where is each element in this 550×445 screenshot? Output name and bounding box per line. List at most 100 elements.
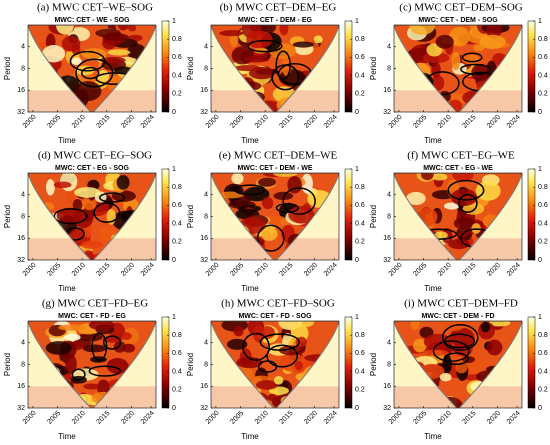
y-tick-label: 16 (383, 383, 391, 390)
heatmap (28, 173, 156, 260)
heatmap (211, 173, 339, 260)
contour (102, 335, 122, 350)
colorbar-tick-label: 0.2 (538, 239, 548, 246)
heat-blob (294, 361, 303, 371)
colorbar-tick-label: 0.2 (172, 91, 182, 98)
panel-title: (h) MWC CET–FD–SOG (221, 298, 335, 310)
y-tick-label: 16 (383, 87, 391, 94)
y-tick-label: 16 (200, 383, 208, 390)
y-tick-label: 32 (383, 109, 391, 116)
contour (257, 360, 278, 373)
heat-blob (273, 376, 284, 385)
heat-blob (127, 25, 137, 32)
contour (259, 333, 300, 351)
y-tick-label: 4 (21, 340, 25, 347)
colorbar-tick-label: 0.2 (355, 239, 365, 246)
y-axis-label: Period (369, 57, 378, 80)
heat-blob (449, 26, 470, 47)
panel: (b) MWC CET–DEM–EG MWC: CET - DEM - EG 4 8 1… (186, 2, 365, 146)
x-tick-label: 2005 (412, 262, 428, 278)
x-tick-label: 2005 (229, 114, 245, 130)
heat-blob (449, 327, 475, 348)
colorbar-tick-label: 0.6 (355, 202, 365, 209)
heat-blob (61, 35, 81, 52)
cone-of-influence (394, 173, 522, 260)
colorbar-tick-label: 1 (172, 166, 176, 173)
heat-blob (413, 338, 427, 353)
colorbar-tick-label: 1 (172, 18, 176, 25)
cone-of-influence (28, 173, 156, 260)
x-tick-label: 2020 (486, 114, 502, 130)
colorbar-tick-label: 0.8 (538, 184, 548, 191)
panel: (i) MWC CET–DEM–FD MWC: CET - DEM - FD 4 8 1… (369, 298, 548, 442)
heat-blob (88, 321, 115, 331)
x-tick-label: 2005 (46, 262, 62, 278)
x-tick-label: 2000 (22, 410, 38, 426)
x-axis-label: Time (424, 136, 442, 145)
y-tick-label: 8 (204, 361, 208, 368)
panel-title: (g) MWC CET–FD–EG (42, 298, 148, 310)
colorbar-tick-label: 1 (538, 18, 542, 25)
x-tick-label: 2010 (71, 410, 87, 426)
colorbar-tick-label: 0.4 (538, 72, 548, 79)
y-tick-label: 8 (387, 361, 391, 368)
colorbar-tick-label: 0.6 (172, 54, 182, 61)
heat-blob (243, 55, 269, 63)
x-tick-label: 2000 (205, 410, 221, 426)
heatmap (211, 25, 339, 112)
colorbar-tick-label: 0.6 (355, 350, 365, 357)
contour (458, 193, 478, 213)
heat-blob (258, 177, 277, 187)
x-tick-label: 2015 (96, 410, 112, 426)
x-tick-label: 2024 (140, 262, 156, 278)
cone-of-influence (394, 321, 522, 408)
heat-blob (113, 341, 126, 353)
colorbar (161, 316, 170, 409)
heat-blob (246, 30, 273, 49)
x-tick-label: 2024 (506, 114, 522, 130)
x-tick-label: 2000 (388, 114, 404, 130)
colorbar-tick-label: 0.2 (355, 387, 365, 394)
heat-blob (72, 199, 83, 212)
heat-blob (116, 174, 130, 190)
heat-blob (452, 173, 474, 182)
contour (275, 50, 291, 80)
heatmap (211, 321, 339, 408)
x-axis-label: Time (241, 136, 259, 145)
contour (447, 179, 485, 201)
colorbar-tick-label: 0.8 (538, 332, 548, 339)
panel-subtitle: MWC: CET - WE - SOG (54, 17, 130, 24)
heat-blob (58, 324, 86, 331)
colorbar-tick-label: 0 (355, 405, 359, 412)
x-axis-label: Time (58, 432, 76, 441)
colorbar-tick-label: 0.2 (538, 91, 548, 98)
x-axis-label: Time (424, 284, 442, 293)
y-tick-label: 32 (200, 257, 208, 264)
x-tick-label: 2005 (229, 262, 245, 278)
y-tick-label: 32 (17, 109, 25, 116)
heat-blob (455, 362, 468, 374)
cone-of-influence (28, 321, 156, 408)
x-tick-label: 2024 (506, 410, 522, 426)
colorbar (344, 168, 353, 261)
colorbar-tick-label: 0 (538, 405, 542, 412)
cone-of-influence (394, 25, 522, 112)
heat-blob (71, 57, 82, 66)
y-tick-label: 32 (200, 109, 208, 116)
heat-blob (267, 393, 277, 402)
heat-blob (233, 326, 244, 337)
panel-subtitle: MWC: CET - DEM - FD (421, 313, 494, 320)
x-tick-label: 2005 (229, 410, 245, 426)
x-tick-label: 2015 (279, 410, 295, 426)
heat-blob (423, 333, 452, 350)
panel-subtitle: MWC: CET - DEM - SOG (418, 17, 498, 24)
colorbar-tick-label: 0.8 (172, 184, 182, 191)
heat-blob (421, 173, 434, 181)
x-tick-label: 2015 (462, 114, 478, 130)
x-axis-label: Time (241, 432, 259, 441)
colorbar-tick-label: 0 (172, 109, 176, 116)
x-tick-label: 2010 (254, 262, 270, 278)
colorbar-tick-label: 0.4 (172, 72, 182, 79)
heat-blob (261, 196, 274, 210)
